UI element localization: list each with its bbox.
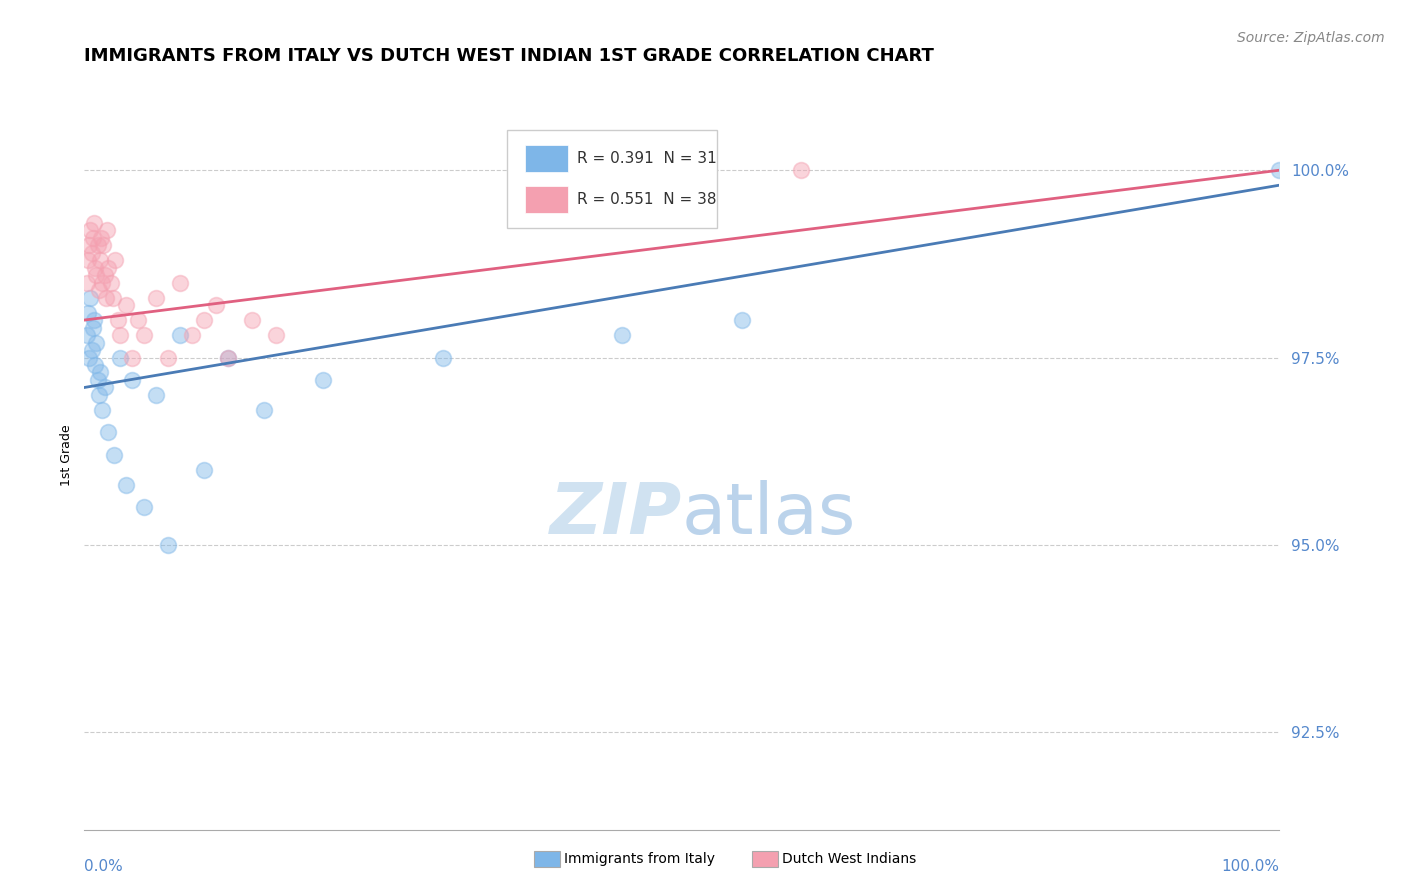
Point bbox=[77, 351, 100, 365]
Point bbox=[87, 283, 110, 297]
Point bbox=[79, 223, 101, 237]
Point bbox=[240, 313, 263, 327]
Point bbox=[103, 448, 125, 462]
Point bbox=[90, 230, 112, 244]
Point bbox=[93, 268, 115, 282]
Point bbox=[93, 380, 115, 394]
Point bbox=[91, 276, 114, 290]
Point bbox=[612, 328, 634, 343]
Text: Dutch West Indians: Dutch West Indians bbox=[782, 852, 915, 866]
Text: R = 0.551  N = 38: R = 0.551 N = 38 bbox=[578, 192, 717, 207]
Point bbox=[181, 328, 204, 343]
Text: Source: ZipAtlas.com: Source: ZipAtlas.com bbox=[1237, 31, 1385, 45]
Point bbox=[97, 260, 120, 275]
Point bbox=[217, 351, 239, 365]
Point bbox=[94, 291, 117, 305]
Point bbox=[157, 351, 180, 365]
Point bbox=[80, 343, 103, 357]
Point bbox=[169, 276, 191, 290]
Point bbox=[193, 313, 215, 327]
Point bbox=[127, 313, 149, 327]
Point bbox=[83, 313, 105, 327]
Point bbox=[91, 403, 114, 417]
Point bbox=[83, 216, 105, 230]
Text: R = 0.391  N = 31: R = 0.391 N = 31 bbox=[578, 151, 717, 166]
Text: ZIP: ZIP bbox=[550, 481, 682, 549]
Point bbox=[205, 298, 228, 312]
Point bbox=[121, 351, 143, 365]
Text: atlas: atlas bbox=[682, 481, 856, 549]
Point bbox=[86, 335, 108, 350]
Point bbox=[86, 268, 108, 282]
Point bbox=[77, 305, 100, 319]
Text: 100.0%: 100.0% bbox=[1222, 859, 1279, 874]
Y-axis label: 1st Grade: 1st Grade bbox=[60, 424, 73, 486]
Point bbox=[432, 351, 454, 365]
Point bbox=[84, 358, 107, 372]
Text: IMMIGRANTS FROM ITALY VS DUTCH WEST INDIAN 1ST GRADE CORRELATION CHART: IMMIGRANTS FROM ITALY VS DUTCH WEST INDI… bbox=[84, 47, 934, 65]
Point bbox=[145, 291, 167, 305]
Point bbox=[77, 238, 100, 252]
Point bbox=[132, 500, 156, 515]
Point bbox=[87, 388, 110, 402]
Point bbox=[107, 313, 129, 327]
Point bbox=[253, 403, 276, 417]
Point bbox=[89, 253, 111, 268]
Point bbox=[82, 320, 104, 334]
Point bbox=[79, 291, 101, 305]
Point bbox=[115, 298, 138, 312]
Point bbox=[132, 328, 156, 343]
Point bbox=[93, 238, 115, 252]
Point bbox=[1268, 163, 1291, 178]
Point bbox=[80, 245, 103, 260]
Point bbox=[82, 230, 104, 244]
Point bbox=[76, 328, 98, 343]
Text: Immigrants from Italy: Immigrants from Italy bbox=[564, 852, 714, 866]
Point bbox=[790, 163, 813, 178]
Point bbox=[89, 366, 111, 380]
Point bbox=[76, 276, 98, 290]
Point bbox=[84, 260, 107, 275]
Point bbox=[104, 253, 127, 268]
Point bbox=[101, 291, 124, 305]
Point bbox=[169, 328, 191, 343]
Point bbox=[96, 223, 118, 237]
Point bbox=[121, 373, 143, 387]
Point bbox=[86, 373, 108, 387]
Point bbox=[100, 276, 122, 290]
Point bbox=[97, 425, 120, 440]
Point bbox=[731, 313, 754, 327]
Point bbox=[110, 351, 132, 365]
Point bbox=[264, 328, 287, 343]
Point bbox=[115, 478, 138, 492]
Point bbox=[193, 463, 215, 477]
Text: 0.0%: 0.0% bbox=[84, 859, 124, 874]
Point bbox=[145, 388, 167, 402]
Point bbox=[312, 373, 335, 387]
Point bbox=[77, 253, 100, 268]
Point bbox=[110, 328, 132, 343]
Point bbox=[86, 238, 108, 252]
Point bbox=[157, 538, 180, 552]
Point bbox=[217, 351, 239, 365]
